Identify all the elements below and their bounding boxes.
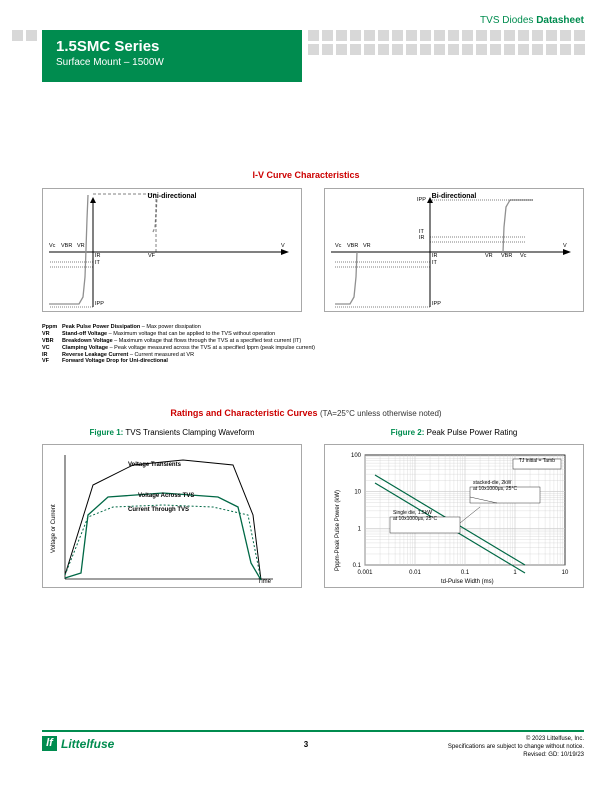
- fig1-lbl-ctt: Current Through TVS: [128, 507, 189, 514]
- fig2-xl: td-Pulse Width (ms): [441, 579, 494, 585]
- fig1-lbl-vat: Voltage Across TVS: [138, 493, 194, 500]
- footer-notice: Specifications are subject to change wit…: [448, 744, 584, 752]
- fig1-num: Figure 1:: [90, 428, 124, 437]
- ratings-text: Ratings and Characteristic Curves: [170, 408, 317, 418]
- iv-bi-svg: [325, 189, 585, 313]
- fig2-co-temp: TJ initial = Tamb: [519, 459, 555, 465]
- svg-text:0.1: 0.1: [461, 570, 470, 576]
- title-block: 1.5SMC Series Surface Mount – 1500W: [42, 30, 302, 82]
- bi-vbr2: VBR: [501, 253, 512, 259]
- fig2-title: Figure 2: Peak Pulse Power Rating: [324, 428, 584, 437]
- decor-squares-right-1: [308, 30, 585, 41]
- fig2-svg: 0.001 0.01 0.1 1 10 0.1 1 10 100: [325, 445, 585, 589]
- iv-bi-chart: Bi-directional Vc VBR VR VR VBR Vc V IR …: [324, 188, 584, 312]
- bi-vbr: VBR: [347, 243, 358, 249]
- fig2-num: Figure 2:: [391, 428, 425, 437]
- iv-uni-svg: [43, 189, 303, 313]
- fig1-title: Figure 1: TVS Transients Clamping Wavefo…: [42, 428, 302, 437]
- fig1-t: TVS Transients Clamping Waveform: [123, 428, 254, 437]
- ratings-cond: (TA=25°C unless otherwise noted): [320, 409, 442, 418]
- svg-text:10: 10: [562, 570, 569, 576]
- bi-ir: IR: [432, 253, 438, 259]
- fig2-co-stacked: stacked-die, 2kW at 10x1000μs, 25°C: [473, 481, 517, 492]
- bi-it2: IT: [419, 229, 424, 235]
- svg-text:100: 100: [351, 453, 362, 459]
- title-series: 1.5SMC Series: [56, 38, 288, 55]
- iv-bi-label: Bi-directional: [432, 193, 477, 200]
- bi-vr2: VR: [485, 253, 493, 259]
- uni-vc: Vc: [49, 243, 55, 249]
- svg-text:0.001: 0.001: [357, 570, 373, 576]
- bi-v: V: [563, 243, 567, 249]
- header-cat: TVS Diodes: [480, 15, 533, 26]
- uni-vr: VR: [77, 243, 85, 249]
- footer-right: © 2023 Littelfuse, Inc. Specifications a…: [448, 736, 584, 759]
- uni-ipp: IPP: [95, 301, 104, 307]
- svg-text:0.1: 0.1: [353, 563, 362, 569]
- svg-text:0.01: 0.01: [409, 570, 421, 576]
- ratings-heading: Ratings and Characteristic Curves (TA=25…: [0, 408, 612, 418]
- uni-it: IT: [95, 260, 100, 266]
- bi-vr: VR: [363, 243, 371, 249]
- uni-vf: VF: [148, 253, 155, 259]
- iv-uni-label: Uni-directional: [147, 193, 196, 200]
- uni-vbr: VBR: [61, 243, 72, 249]
- footer-copy: © 2023 Littelfuse, Inc.: [448, 736, 584, 744]
- header-doctype: Datasheet: [536, 15, 584, 26]
- fig1-lbl-vt: Voltage Transients: [128, 462, 181, 469]
- fig2-t: Peak Pulse Power Rating: [424, 428, 517, 437]
- fig2-co-single: Single die, 1.5kW at 10x1000μs, 25°C: [393, 511, 437, 522]
- bi-ipp: IPP: [432, 301, 441, 307]
- bi-vc2: Vc: [520, 253, 526, 259]
- svg-text:1: 1: [358, 526, 362, 532]
- svg-text:1: 1: [513, 570, 517, 576]
- fig2-yl: Pppm-Peak Pulse Power (kW): [335, 490, 341, 571]
- iv-uni-chart: Uni-directional Vc VBR VR VF V IR IT IPP: [42, 188, 302, 312]
- footer-line: [42, 730, 584, 732]
- fig2-chart: 0.001 0.01 0.1 1 10 0.1 1 10 100 Pppm-Peak Pulse…: [324, 444, 584, 588]
- bi-vc: Vc: [335, 243, 341, 249]
- fig1-chart: Voltage or Current Time Voltage Transien…: [42, 444, 302, 588]
- footer-rev: Revised: GD: 10/19/23: [448, 752, 584, 760]
- uni-v: V: [281, 243, 285, 249]
- decor-squares-right-2: [308, 44, 585, 55]
- bi-it: IT: [432, 260, 437, 266]
- title-sub: Surface Mount – 1500W: [56, 57, 288, 68]
- uni-ir: IR: [95, 253, 101, 259]
- decor-squares-left: [12, 30, 37, 41]
- params-list: PppmPeak Pulse Power Dissipation – Max p…: [42, 324, 315, 365]
- svg-text:10: 10: [354, 490, 361, 496]
- header-category: TVS Diodes Datasheet: [480, 15, 584, 26]
- iv-heading: I-V Curve Characteristics: [0, 170, 612, 180]
- fig1-xl: Time: [258, 579, 271, 585]
- bi-ir2: IR: [419, 235, 425, 241]
- bi-ipp2: IPP: [417, 197, 426, 203]
- fig1-yl: Voltage or Current: [51, 504, 57, 553]
